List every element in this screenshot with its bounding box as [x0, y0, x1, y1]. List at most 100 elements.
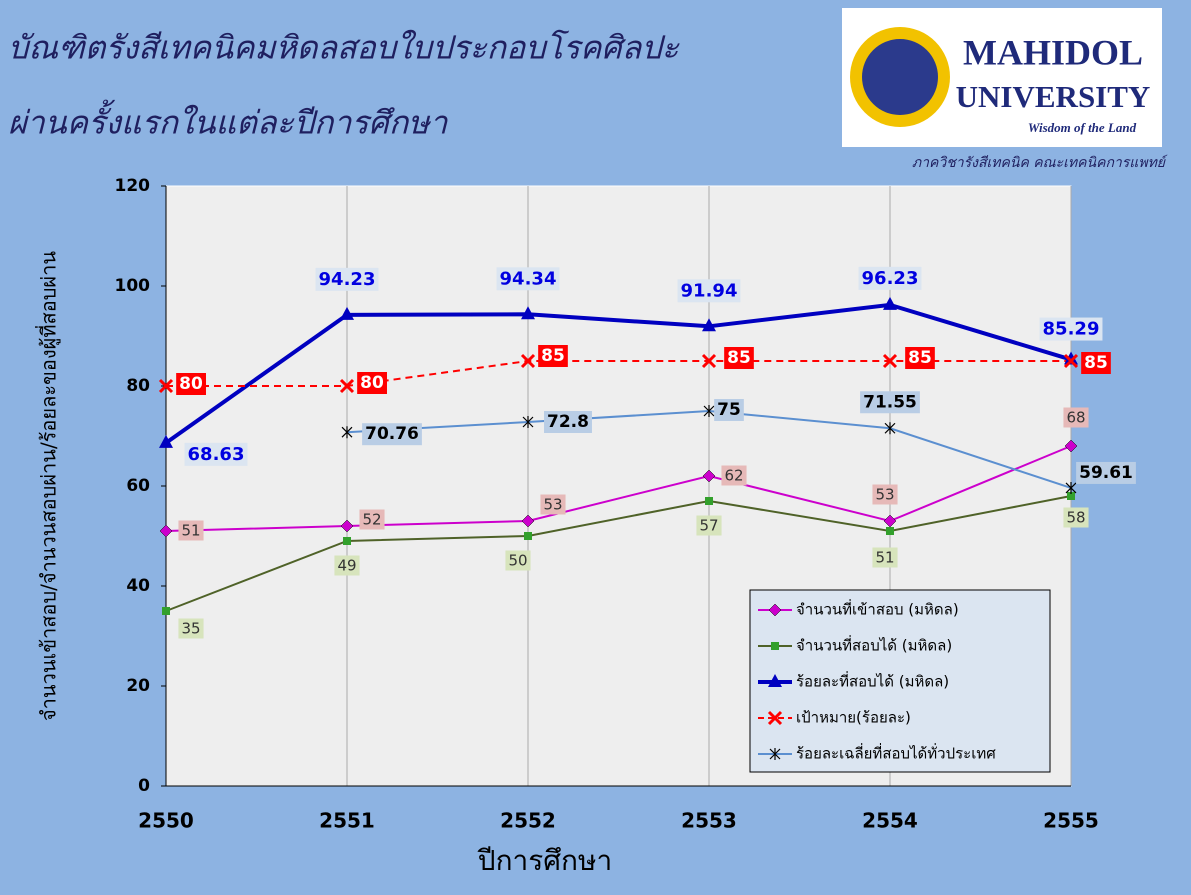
data-label: 94.34 [500, 268, 557, 289]
y-tick-label: 100 [115, 276, 151, 296]
logo-seal-inner [862, 39, 938, 115]
y-axis-label: จำนวนเข้าสอบ/จำนวนสอบผ่าน/ร้อยละของผู้ที… [35, 251, 62, 721]
data-label-box [1081, 352, 1111, 374]
marker [1067, 492, 1075, 500]
logo-name: MAHIDOL [963, 32, 1143, 72]
x-tick-label: 2550 [138, 809, 194, 833]
x-tick-label: 2555 [1043, 809, 1099, 833]
data-label-box [359, 509, 385, 530]
data-label-box [1076, 461, 1136, 484]
data-label: 70.76 [365, 424, 419, 444]
marker [159, 524, 173, 538]
marker [520, 353, 536, 369]
data-label-box [872, 484, 898, 505]
y-tick-label: 60 [126, 476, 150, 496]
y-tick-label: 0 [138, 776, 150, 796]
logo-name: UNIVERSITY [956, 79, 1151, 114]
marker [159, 434, 173, 448]
data-label: 85 [908, 348, 932, 368]
marker [882, 353, 898, 369]
data-label-box [357, 372, 387, 394]
marker [521, 514, 535, 528]
data-label-box [714, 399, 744, 421]
data-label-box [677, 279, 741, 303]
data-label: 85.29 [1043, 319, 1100, 340]
data-label: 35 [181, 620, 200, 638]
marker [701, 353, 717, 369]
data-label-box [538, 345, 568, 367]
x-tick-label: 2554 [862, 809, 918, 833]
legend-marker [767, 710, 783, 726]
series-line [166, 360, 1071, 387]
data-label: 53 [875, 486, 894, 504]
data-label-box [872, 547, 898, 568]
data-label-box [544, 411, 592, 433]
marker [886, 527, 894, 535]
data-label-box [1063, 407, 1089, 428]
legend-marker [768, 674, 782, 687]
data-label: 96.23 [862, 268, 919, 289]
data-label: 85 [1084, 353, 1108, 373]
data-label: 57 [699, 517, 718, 535]
data-label-box [1063, 507, 1089, 528]
legend-marker [768, 603, 782, 617]
y-tick-label: 40 [126, 576, 150, 596]
legend-label: ร้อยละเฉลี่ยที่สอบได้ทั่วประเทศ [796, 743, 996, 763]
series-line [165, 445, 1072, 532]
title-line: ผ่านครั้งแรกในแต่ละปีการศึกษา [8, 100, 448, 142]
series-line [165, 495, 1072, 612]
marker [1065, 481, 1077, 494]
marker [702, 318, 716, 332]
marker [705, 497, 713, 505]
legend-label: ร้อยละที่สอบได้ (มหิดล) [796, 671, 949, 691]
marker [883, 296, 897, 310]
data-label-box [858, 266, 922, 290]
data-label: 52 [362, 511, 381, 529]
data-label-box [1039, 317, 1103, 341]
data-label: 68 [1066, 409, 1085, 427]
data-label: 80 [360, 373, 384, 393]
legend-label: จำนวนที่สอบได้ (มหิดล) [796, 635, 952, 655]
data-label-box [696, 515, 722, 536]
x-tick-label: 2552 [500, 809, 556, 833]
marker [884, 422, 896, 435]
marker [702, 469, 716, 483]
marker [1064, 351, 1078, 365]
marker [340, 519, 354, 533]
marker [1063, 353, 1079, 369]
data-label: 85 [727, 348, 751, 368]
marker [162, 607, 170, 615]
data-label: 94.23 [319, 269, 376, 290]
data-label-box [496, 267, 560, 291]
data-label: 80 [179, 374, 203, 394]
marker [703, 405, 715, 417]
department: ภาควิชารังสีเทคนิค คณะเทคนิคการแพทย์ [912, 154, 1168, 171]
data-label-box [178, 520, 204, 541]
data-label-box [724, 347, 754, 369]
data-label: 72.8 [547, 412, 589, 432]
data-label-box [334, 555, 360, 576]
y-tick-label: 80 [126, 376, 150, 396]
data-label-box [315, 267, 379, 291]
legend-label: เป้าหมาย(ร้อยละ) [796, 709, 911, 727]
data-label: 68.63 [188, 444, 245, 465]
data-label-box [178, 618, 204, 639]
data-label: 75 [717, 400, 741, 420]
data-label-box [721, 465, 747, 486]
legend-box [749, 589, 1051, 773]
data-label: 62 [724, 467, 743, 485]
x-tick-label: 2553 [681, 809, 737, 833]
marker [340, 306, 354, 320]
x-axis-label: ปีการศึกษา [477, 844, 612, 877]
marker [522, 416, 534, 428]
data-label: 91.94 [681, 280, 738, 301]
legend: จำนวนที่เข้าสอบ (มหิดล) จำนวนที่สอบได้ (ม… [749, 589, 1051, 773]
marker [341, 426, 353, 439]
legend-marker [771, 642, 779, 650]
data-label: 49 [337, 557, 356, 575]
data-label-box [860, 391, 920, 414]
data-label: 85 [541, 346, 565, 366]
logo-motto: Wisdom of the Land [1028, 120, 1137, 135]
